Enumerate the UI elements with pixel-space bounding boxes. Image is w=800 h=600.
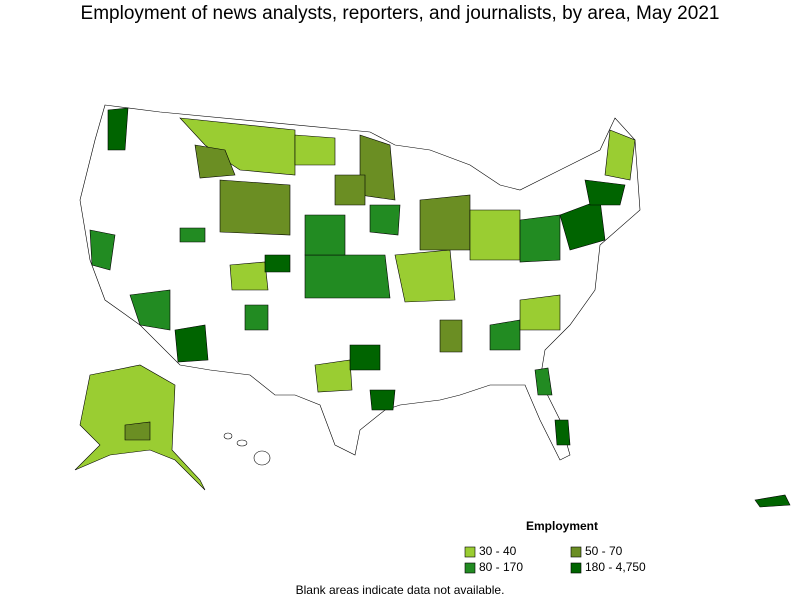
hawaii [236,439,248,447]
region [369,389,396,411]
legend-label: 80 - 170 [479,560,523,574]
region [604,129,636,181]
region [559,199,606,251]
region [349,344,381,371]
region [244,304,269,331]
region [89,229,116,271]
region [314,359,353,393]
legend-swatch [570,562,582,574]
region [219,179,291,236]
legend-title: Employment [526,519,598,533]
hawaii [253,450,271,466]
region [174,324,209,363]
region [179,227,206,243]
region [584,179,626,206]
region [179,117,296,176]
us-map [74,104,791,508]
region [294,134,336,166]
region [419,194,471,251]
region [554,419,571,446]
region [519,294,561,331]
legend-label: 180 - 4,750 [585,560,646,574]
region [304,254,391,299]
footnote: Blank areas indicate data not available. [296,583,505,597]
region [229,261,269,291]
region [519,214,561,263]
legend-label: 30 - 40 [479,544,517,558]
legend: 30 - 40 50 - 70 80 - 170 180 - 4,750 [464,544,646,574]
puerto-rico [754,494,791,508]
legend-swatch [570,546,582,558]
region [439,319,463,353]
region [369,204,401,236]
region [534,367,553,396]
region [129,289,171,331]
legend-swatch [464,562,476,574]
legend-swatch [464,546,476,558]
region [394,249,456,303]
region [264,254,291,273]
region [124,421,151,441]
region [304,214,346,256]
region [489,319,521,351]
region [194,144,236,179]
region [334,174,366,206]
map-title: Employment of news analysts, reporters, … [81,3,720,24]
region [107,107,129,151]
hawaii [223,432,233,440]
region [469,209,521,261]
legend-label: 50 - 70 [585,544,623,558]
